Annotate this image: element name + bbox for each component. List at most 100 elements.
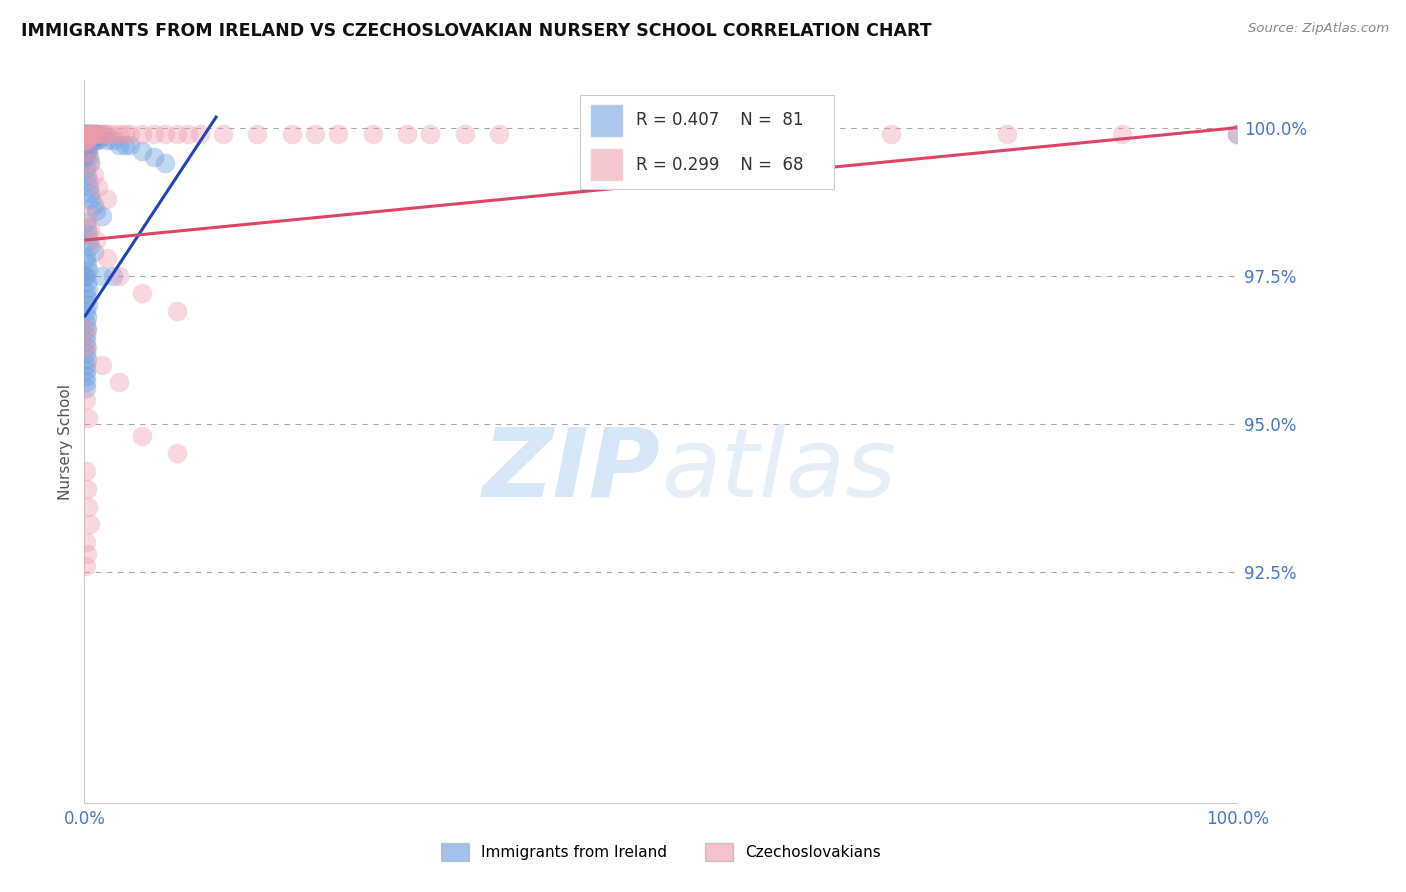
Point	[79, 127, 101, 141]
Point	[75, 316, 97, 330]
Point	[75, 127, 97, 141]
Point	[82, 132, 104, 146]
Point	[153, 156, 176, 170]
Point	[75, 150, 97, 164]
Point	[96, 251, 118, 265]
Point	[73, 132, 96, 146]
Point	[1226, 127, 1249, 141]
Point	[76, 127, 98, 141]
Point	[96, 192, 118, 206]
Point	[75, 381, 97, 395]
Point	[75, 345, 97, 359]
Text: IMMIGRANTS FROM IRELAND VS CZECHOSLOVAKIAN NURSERY SCHOOL CORRELATION CHART: IMMIGRANTS FROM IRELAND VS CZECHOSLOVAKI…	[21, 22, 932, 40]
Point	[76, 410, 98, 425]
Point	[77, 150, 100, 164]
Point	[75, 138, 97, 153]
Point	[96, 127, 118, 141]
Point	[82, 127, 104, 141]
Point	[75, 251, 97, 265]
Point	[153, 127, 176, 141]
Point	[75, 334, 97, 348]
Point	[108, 268, 131, 283]
Point	[76, 482, 98, 496]
Point	[76, 127, 98, 141]
Point	[880, 127, 903, 141]
Point	[79, 132, 101, 146]
Point	[83, 197, 105, 211]
Point	[1111, 127, 1133, 141]
Point	[765, 127, 787, 141]
Legend: Immigrants from Ireland, Czechoslovakians: Immigrants from Ireland, Czechoslovakian…	[434, 837, 887, 867]
Point	[76, 262, 98, 277]
Point	[114, 138, 136, 153]
Point	[77, 233, 100, 247]
Point	[76, 221, 98, 235]
Point	[108, 138, 131, 153]
Point	[76, 145, 98, 159]
Point	[79, 517, 101, 532]
Point	[131, 428, 153, 442]
Point	[73, 145, 96, 159]
Point	[166, 446, 188, 460]
Point	[304, 127, 326, 141]
Point	[75, 127, 97, 141]
Point	[76, 351, 98, 366]
Point	[73, 268, 96, 283]
Point	[84, 233, 107, 247]
Point	[103, 132, 124, 146]
Point	[76, 132, 98, 146]
Point	[76, 127, 98, 141]
Point	[79, 221, 101, 235]
Point	[76, 227, 98, 242]
Point	[77, 180, 100, 194]
Point	[396, 127, 419, 141]
Point	[76, 275, 98, 289]
Point	[75, 464, 97, 478]
Point	[75, 327, 97, 342]
Point	[83, 127, 105, 141]
Point	[75, 369, 97, 384]
Point	[80, 127, 103, 141]
Point	[87, 127, 110, 141]
Point	[76, 257, 98, 271]
Point	[76, 340, 98, 354]
Point	[79, 156, 101, 170]
Point	[76, 138, 98, 153]
Point	[76, 280, 98, 294]
Point	[75, 376, 97, 390]
Point	[76, 168, 98, 182]
Point	[75, 268, 97, 283]
Point	[84, 127, 107, 141]
Point	[995, 127, 1018, 141]
Point	[1226, 127, 1249, 141]
Point	[75, 127, 97, 141]
Point	[108, 127, 131, 141]
Point	[76, 500, 98, 514]
Point	[75, 535, 97, 549]
Point	[77, 127, 100, 141]
Text: atlas: atlas	[661, 424, 896, 517]
Point	[87, 180, 110, 194]
Point	[76, 293, 98, 307]
Point	[90, 268, 112, 283]
Point	[80, 192, 103, 206]
Point	[76, 132, 98, 146]
Point	[488, 127, 510, 141]
Point	[108, 376, 131, 390]
Point	[73, 127, 96, 141]
Point	[94, 127, 117, 141]
Point	[87, 132, 110, 146]
Point	[73, 127, 96, 141]
Point	[77, 132, 100, 146]
Point	[281, 127, 304, 141]
Point	[73, 138, 96, 153]
Point	[114, 127, 136, 141]
Point	[166, 127, 188, 141]
Point	[76, 322, 98, 336]
Point	[75, 358, 97, 372]
Point	[84, 203, 107, 218]
Point	[96, 132, 118, 146]
Point	[361, 127, 384, 141]
Point	[79, 156, 101, 170]
Point	[142, 127, 165, 141]
